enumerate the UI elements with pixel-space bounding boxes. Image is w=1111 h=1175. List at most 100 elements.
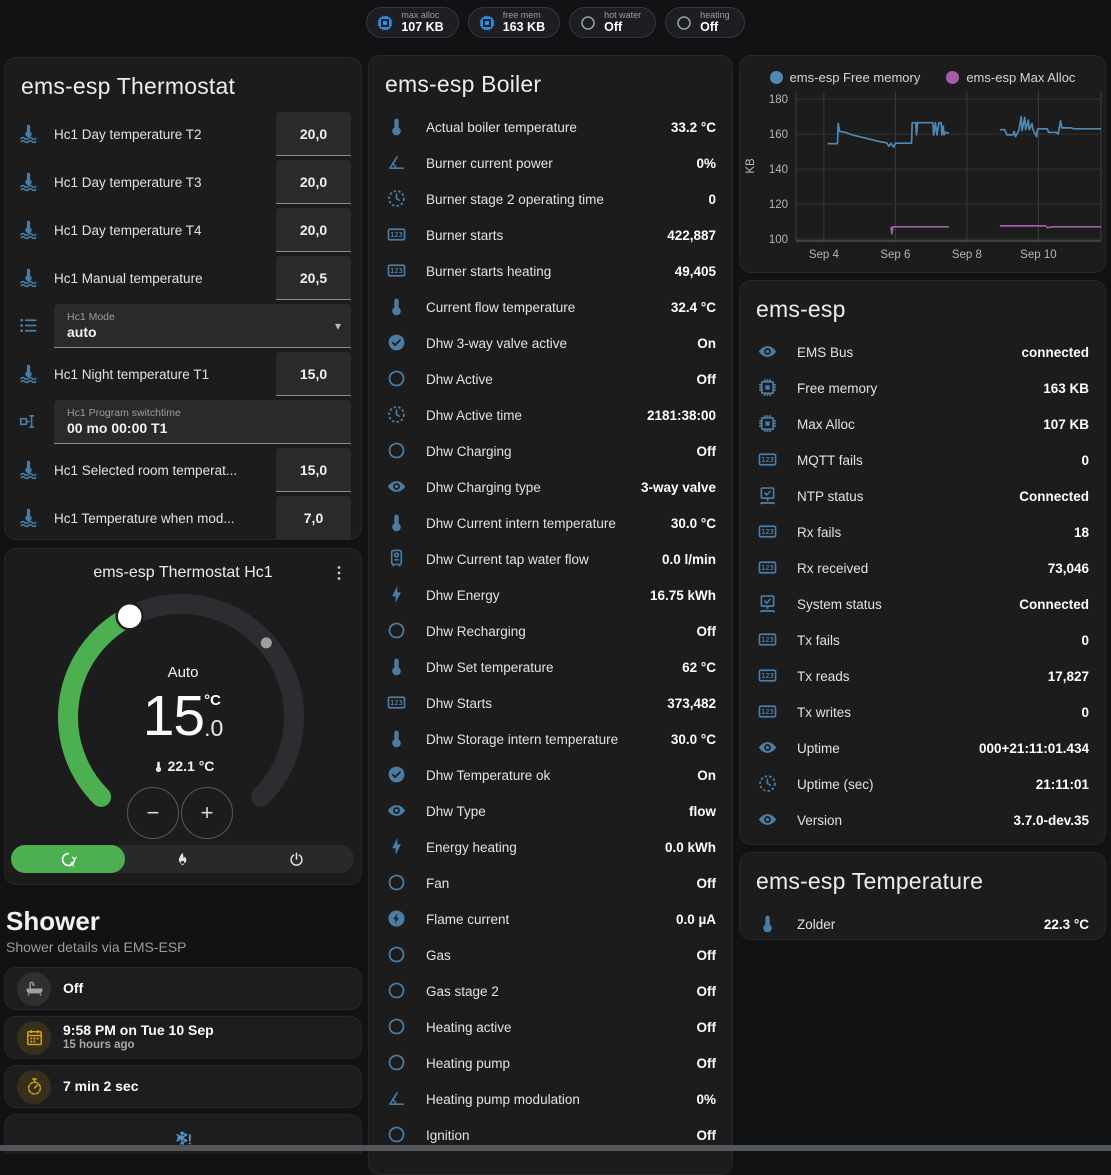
- entity-row[interactable]: Version 3.7.0-dev.35: [740, 802, 1105, 838]
- dial-handle[interactable]: [117, 603, 143, 629]
- counter-icon: [386, 260, 408, 282]
- entity-row[interactable]: Dhw Storage intern temperature 30.0 °C: [369, 721, 732, 757]
- entity-row[interactable]: Dhw Starts 373,482: [369, 685, 732, 721]
- number-input[interactable]: 7,0: [276, 496, 351, 540]
- hvac-mode-button[interactable]: [240, 845, 354, 873]
- entity-row[interactable]: Gas stage 2 Off: [369, 973, 732, 1009]
- entity-row[interactable]: Dhw Active Off: [369, 361, 732, 397]
- hvac-mode-button[interactable]: [11, 845, 125, 873]
- entity-row[interactable]: Burner current power 0%: [369, 145, 732, 181]
- entity-row[interactable]: EMS Bus connected: [740, 334, 1105, 370]
- number-input[interactable]: 20,0: [276, 112, 351, 156]
- thermostat-entity-row[interactable]: Hc1 Program switchtime 00 mo 00:00 T1: [5, 398, 361, 446]
- counter-icon: [386, 224, 408, 246]
- entity-row[interactable]: Heating pump modulation 0%: [369, 1081, 732, 1117]
- monitor-icon: [757, 593, 779, 615]
- thermostat-entity-row[interactable]: Hc1 Day temperature T4 20,0: [5, 206, 361, 254]
- entity-label: Hc1 Day temperature T4: [54, 223, 276, 238]
- entity-row[interactable]: Dhw Temperature ok On: [369, 757, 732, 793]
- legend-item[interactable]: ems-esp Max Alloc: [946, 70, 1075, 85]
- entity-row[interactable]: Dhw 3-way valve active On: [369, 325, 732, 361]
- entity-label: Heating pump modulation: [426, 1092, 696, 1107]
- status-chip[interactable]: free mem 163 KB: [468, 7, 560, 38]
- entity-row[interactable]: Gas Off: [369, 937, 732, 973]
- counter-icon: [757, 521, 779, 543]
- shower-section-subtitle: Shower details via EMS-ESP: [6, 939, 360, 955]
- entity-row[interactable]: Actual boiler temperature 33.2 °C: [369, 109, 732, 145]
- circle-icon: [386, 872, 408, 894]
- entity-value: Off: [697, 624, 717, 639]
- hvac-mode-label: Auto: [168, 665, 199, 680]
- temperature-card: ems-esp Temperature Zolder 22.3 °C: [739, 852, 1106, 940]
- entity-row[interactable]: Dhw Current tap water flow 0.0 l/min: [369, 541, 732, 577]
- entity-row[interactable]: Burner starts heating 49,405: [369, 253, 732, 289]
- entity-row[interactable]: Rx fails 18: [740, 514, 1105, 550]
- thermostat-entity-row[interactable]: Hc1 Temperature when mod... 7,0: [5, 494, 361, 540]
- entity-label: Current flow temperature: [426, 300, 671, 315]
- entity-row[interactable]: Burner starts 422,887: [369, 217, 732, 253]
- temperature-increase-button[interactable]: +: [181, 787, 233, 839]
- status-chip[interactable]: heating Off: [665, 7, 745, 38]
- entity-row[interactable]: NTP status Connected: [740, 478, 1105, 514]
- entity-row[interactable]: Energy heating 0.0 kWh: [369, 829, 732, 865]
- entity-row[interactable]: Dhw Energy 16.75 kWh: [369, 577, 732, 613]
- select-field[interactable]: Hc1 Program switchtime 00 mo 00:00 T1: [54, 400, 351, 444]
- hvac-mode-button[interactable]: [125, 845, 239, 873]
- thermostat-entity-row[interactable]: Hc1 Night temperature T1 15,0: [5, 350, 361, 398]
- coolant-icon: [18, 363, 40, 385]
- entity-row[interactable]: Dhw Charging type 3-way valve: [369, 469, 732, 505]
- select-field[interactable]: Hc1 Mode auto ▾: [54, 304, 351, 348]
- shower-tile[interactable]: Off: [4, 967, 362, 1010]
- number-input-value: 20,0: [300, 126, 327, 142]
- entity-row[interactable]: Dhw Set temperature 62 °C: [369, 649, 732, 685]
- temperature-decrease-button[interactable]: −: [127, 787, 179, 839]
- entity-row[interactable]: Dhw Charging Off: [369, 433, 732, 469]
- entity-row[interactable]: Zolder 22.3 °C: [740, 906, 1105, 940]
- counter-icon: [757, 449, 779, 471]
- entity-row[interactable]: Dhw Type flow: [369, 793, 732, 829]
- entity-row[interactable]: Uptime (sec) 21:11:01: [740, 766, 1105, 802]
- number-input[interactable]: 15,0: [276, 448, 351, 492]
- chevron-down-icon[interactable]: ▾: [335, 319, 341, 333]
- entity-row[interactable]: Burner stage 2 operating time 0: [369, 181, 732, 217]
- shower-tile[interactable]: 9:58 PM on Tue 10 Sep 15 hours ago: [4, 1016, 362, 1059]
- entity-row[interactable]: Fan Off: [369, 865, 732, 901]
- entity-value: 422,887: [667, 228, 716, 243]
- thermostat-entity-row[interactable]: Hc1 Manual temperature 20,5: [5, 254, 361, 302]
- entity-row[interactable]: Dhw Recharging Off: [369, 613, 732, 649]
- entity-label: Dhw Charging: [426, 444, 697, 459]
- number-input[interactable]: 20,0: [276, 208, 351, 252]
- svg-text:160: 160: [769, 129, 788, 141]
- thermostat-entity-row[interactable]: Hc1 Day temperature T3 20,0: [5, 158, 361, 206]
- entity-row[interactable]: Max Alloc 107 KB: [740, 406, 1105, 442]
- entity-row[interactable]: Rx received 73,046: [740, 550, 1105, 586]
- status-chip[interactable]: hot water Off: [569, 7, 656, 38]
- status-chip[interactable]: max alloc 107 KB: [366, 7, 458, 38]
- thermostat-entity-row[interactable]: Hc1 Selected room temperat... 15,0: [5, 446, 361, 494]
- entity-row[interactable]: Tx reads 17,827: [740, 658, 1105, 694]
- entity-row[interactable]: Flame current 0.0 µA: [369, 901, 732, 937]
- thermostat-entity-row[interactable]: Hc1 Day temperature T2 20,0: [5, 110, 361, 158]
- entity-row[interactable]: Dhw Active time 2181:38:00: [369, 397, 732, 433]
- entity-row[interactable]: Tx fails 0: [740, 622, 1105, 658]
- number-input-value: 20,0: [300, 222, 327, 238]
- entity-label: Dhw Active: [426, 372, 697, 387]
- entity-row[interactable]: Dhw Current intern temperature 30.0 °C: [369, 505, 732, 541]
- number-input[interactable]: 15,0: [276, 352, 351, 396]
- circle-icon: [386, 620, 408, 642]
- entity-row[interactable]: Free memory 163 KB: [740, 370, 1105, 406]
- entity-row[interactable]: Heating active Off: [369, 1009, 732, 1045]
- entity-row[interactable]: Heating pump Off: [369, 1045, 732, 1081]
- shower-tile[interactable]: 7 min 2 sec: [4, 1065, 362, 1108]
- entity-row[interactable]: System status Connected: [740, 586, 1105, 622]
- horizontal-scrollbar[interactable]: [0, 1145, 1111, 1151]
- legend-item[interactable]: ems-esp Free memory: [770, 70, 921, 85]
- number-input[interactable]: 20,5: [276, 256, 351, 300]
- number-input[interactable]: 20,0: [276, 160, 351, 204]
- thermostat-entity-row[interactable]: Hc1 Mode auto ▾: [5, 302, 361, 350]
- entity-row[interactable]: MQTT fails 0: [740, 442, 1105, 478]
- entity-value: 373,482: [667, 696, 716, 711]
- entity-row[interactable]: Current flow temperature 32.4 °C: [369, 289, 732, 325]
- entity-row[interactable]: Tx writes 0: [740, 694, 1105, 730]
- entity-row[interactable]: Uptime 000+21:11:01.434: [740, 730, 1105, 766]
